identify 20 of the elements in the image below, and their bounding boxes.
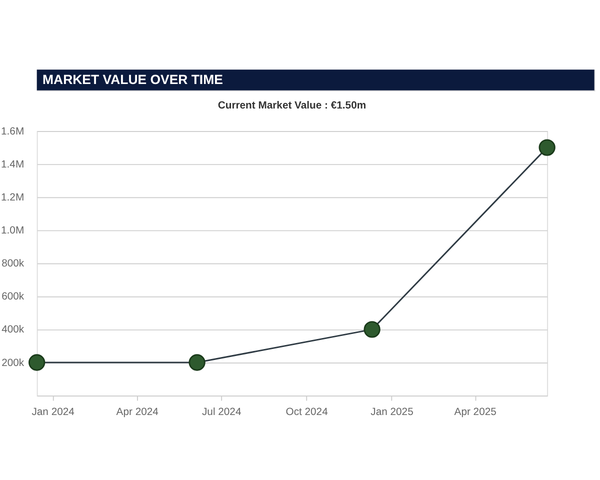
x-tick-label: Jan 2025	[370, 406, 414, 418]
point	[28, 354, 46, 371]
chart-subtitle: Current Market Value : €1.50m	[218, 100, 366, 112]
y-tick-label: 600k	[2, 292, 25, 303]
y-tick-label: 200k	[2, 358, 25, 369]
x-tick-label: Apr 2024	[116, 406, 159, 418]
y-tick-label: 800k	[2, 258, 25, 270]
point	[364, 321, 380, 338]
point	[188, 354, 206, 371]
x-tick-label: Jan 2024	[32, 406, 75, 418]
y-tick-label: 400k	[2, 324, 25, 336]
y-tick-label: 1.6M	[1, 126, 24, 138]
x-tick-label: Oct 2024	[286, 406, 328, 418]
y-tick-label: 1.4M	[1, 159, 24, 170]
y-tick-label: 1.2M	[1, 192, 24, 204]
point	[538, 139, 556, 156]
x-tick-label: Jul 2024	[202, 406, 242, 418]
chart-title: MARKET VALUE OVER TIME	[42, 72, 224, 87]
y-tick-label: 1.0M	[1, 226, 24, 237]
x-tick-label: Apr 2025	[454, 406, 497, 418]
